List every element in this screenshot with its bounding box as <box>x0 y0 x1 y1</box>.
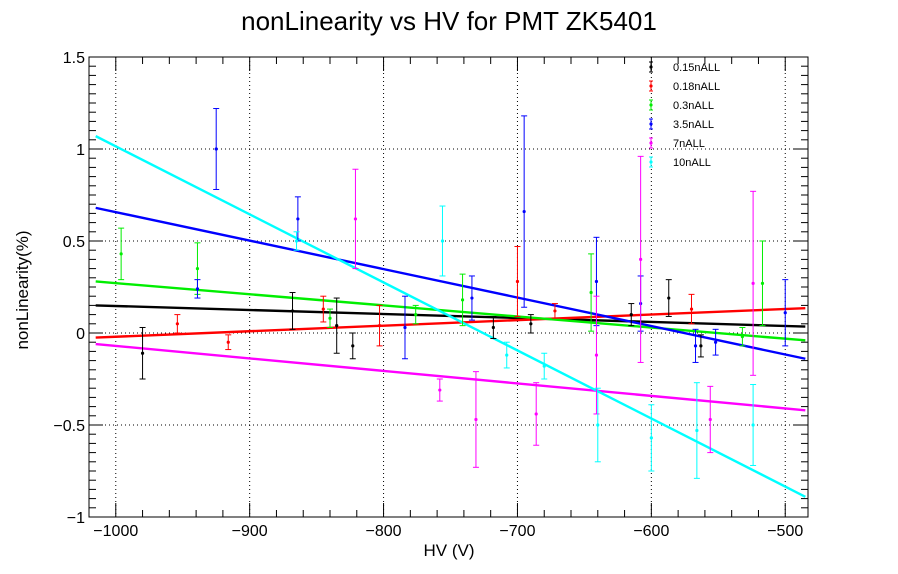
data-point <box>294 239 299 243</box>
data-point <box>335 324 339 328</box>
data-point <box>438 388 442 392</box>
data-point <box>699 344 703 348</box>
data-point <box>751 281 755 285</box>
legend-marker <box>649 84 653 88</box>
fit-line-10nALL <box>95 135 806 498</box>
data-point <box>460 298 465 302</box>
legend-label: 0.3nALL <box>673 100 714 112</box>
data-point <box>414 313 418 317</box>
data-point <box>377 324 382 328</box>
legend-label: 7nALL <box>673 138 705 150</box>
data-point <box>505 353 509 357</box>
x-axis-label: HV (V) <box>424 541 475 560</box>
data-point <box>140 351 145 355</box>
data-point <box>594 353 599 357</box>
data-point <box>534 412 538 416</box>
data-point <box>290 309 295 313</box>
legend-marker <box>649 65 653 69</box>
grid <box>89 56 808 518</box>
data-point <box>119 252 123 256</box>
legend-marker <box>649 141 653 145</box>
data-point <box>214 147 218 151</box>
data-point <box>515 279 520 284</box>
legend-label: 0.18nALL <box>673 81 720 93</box>
data-point <box>175 322 179 326</box>
data-point <box>529 322 533 326</box>
data-point <box>667 296 671 300</box>
x-tick-label: −900 <box>232 523 268 540</box>
data-point <box>195 287 200 291</box>
fit-line-0.3nALL <box>95 280 806 342</box>
data-point <box>440 239 445 243</box>
x-tick-label: −800 <box>366 523 402 540</box>
y-tick-label: −0.5 <box>53 418 85 435</box>
data-point <box>474 417 478 422</box>
data-point <box>553 309 557 313</box>
y-tick-label: 0 <box>76 326 85 343</box>
x-tick-label: −700 <box>499 523 535 540</box>
data-point <box>783 311 787 315</box>
data-point <box>689 307 694 311</box>
data-point <box>751 423 755 427</box>
data-point <box>695 428 699 433</box>
x-tick-label: −600 <box>633 523 669 540</box>
data-point <box>491 325 495 330</box>
legend-label: 10nALL <box>673 157 711 169</box>
data-point <box>351 344 355 348</box>
legend-marker <box>649 103 653 107</box>
legend-label: 0.15nALL <box>673 62 720 74</box>
legend: 0.15nALL 0.18nALL 0.3nALL 3.5nALL 7nALL 10nAL… <box>649 61 720 169</box>
legend-label: 3.5nALL <box>673 119 714 131</box>
data-point <box>328 316 332 320</box>
axes: −1000 −900 −800 −700 −600 −500 −1 −0.5 0 0.5 1 1.5 <box>53 50 808 540</box>
y-tick-label: 1 <box>76 142 85 159</box>
data-point <box>542 364 546 368</box>
data-point <box>589 290 593 295</box>
data-points <box>118 108 789 479</box>
data-point <box>321 307 325 311</box>
data-point <box>403 325 407 330</box>
data-point <box>226 340 230 344</box>
data-point <box>740 335 744 339</box>
data-point <box>470 296 474 300</box>
fit-line-7nALL <box>95 342 806 412</box>
fit-line-0.18nALL <box>95 306 806 339</box>
x-tick-label: −500 <box>767 523 803 540</box>
y-tick-label: 0.5 <box>63 234 85 251</box>
y-tick-label: 1.5 <box>63 50 85 67</box>
data-point <box>714 340 718 344</box>
data-point <box>353 217 358 221</box>
legend-marker <box>649 160 653 164</box>
data-point <box>639 257 643 261</box>
chart-title: nonLinearity vs HV for PMT ZK5401 <box>241 6 657 36</box>
data-point <box>760 281 765 285</box>
data-point <box>596 423 600 427</box>
fit-line-3.5nALL <box>95 206 806 360</box>
data-point <box>195 267 200 271</box>
data-point <box>629 313 633 317</box>
data-point <box>594 279 599 284</box>
legend-marker <box>649 122 653 126</box>
y-axis-label: nonLinearity(%) <box>13 230 32 349</box>
y-tick-label: −1 <box>67 510 85 527</box>
data-point <box>522 209 526 214</box>
x-tick-label: −1000 <box>93 523 138 540</box>
data-point <box>708 417 712 422</box>
data-point <box>296 217 300 221</box>
data-point <box>693 344 698 348</box>
fit-lines <box>95 135 806 498</box>
data-point <box>649 436 653 440</box>
